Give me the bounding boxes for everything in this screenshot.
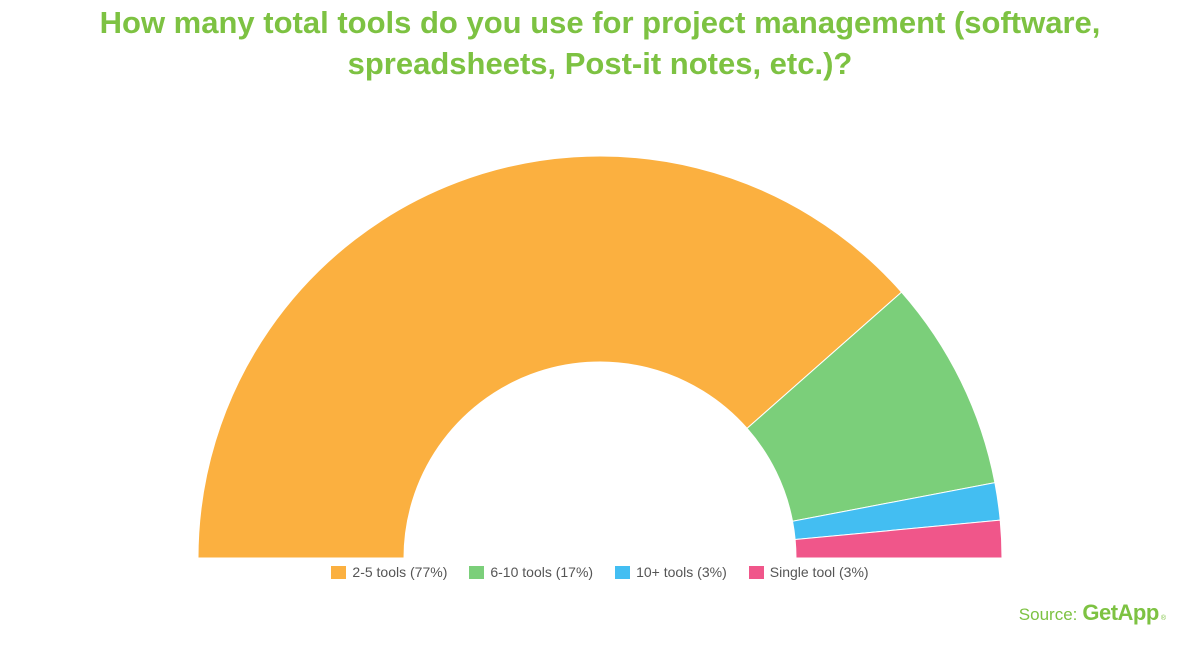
- chart-legend: 2-5 tools (77%) 6-10 tools (17%) 10+ tools…: [0, 562, 1200, 582]
- legend-item-2: 6-10 tools (17%): [469, 562, 593, 582]
- legend-label: 10+ tools (3%): [636, 564, 727, 580]
- legend-item-1: 2-5 tools (77%): [331, 562, 447, 582]
- source-credit: Source: GetApp ®: [1019, 600, 1166, 626]
- legend-swatch: [469, 565, 485, 579]
- legend-label: 2-5 tools (77%): [352, 564, 448, 580]
- chart-title: How many total tools do you use for proj…: [99, 5, 1101, 81]
- legend-item-3: 10+ tools (3%): [615, 562, 727, 582]
- legend-swatch: [748, 565, 764, 579]
- getapp-logo: GetApp: [1082, 600, 1159, 625]
- legend-swatch: [615, 565, 631, 579]
- registered-mark: ®: [1160, 615, 1166, 622]
- legend-label: Single tool (3%): [769, 564, 869, 580]
- legend-label: 6-10 tools (17%): [490, 564, 594, 580]
- donut-slice-4: [794, 519, 1003, 559]
- donut-slice-1: [197, 155, 903, 559]
- legend-swatch: [331, 565, 347, 579]
- legend-item-4: Single tool (3%): [748, 562, 869, 582]
- source-label: Source:: [1018, 605, 1078, 624]
